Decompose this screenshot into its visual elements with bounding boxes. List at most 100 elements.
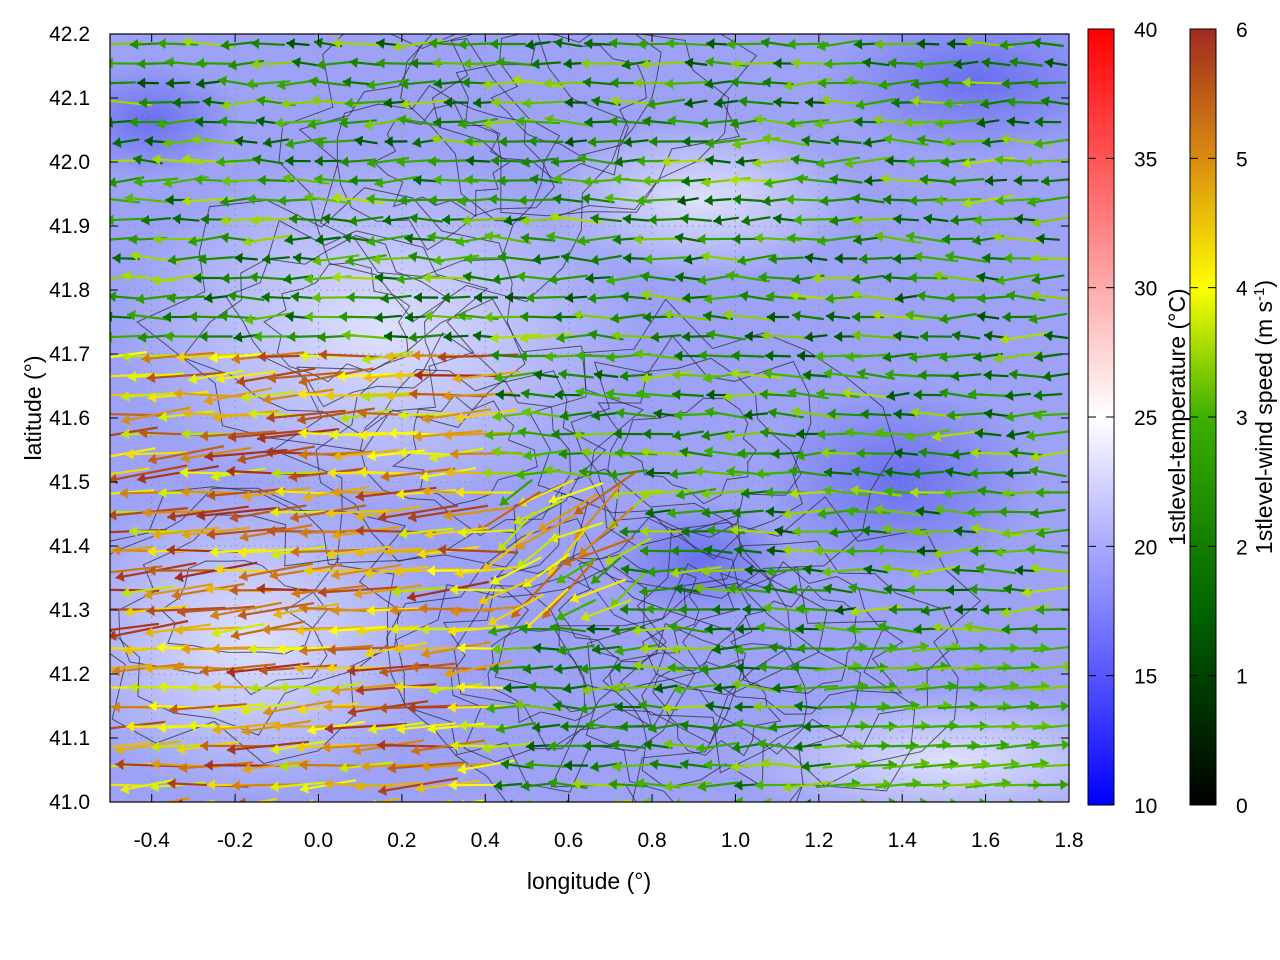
wind-vector-head <box>261 624 270 636</box>
wind-vector-head <box>496 56 505 68</box>
contour-line <box>181 219 489 435</box>
wind-vector-head <box>845 505 855 517</box>
wind-vector-head <box>768 253 777 265</box>
wind-vector-head <box>995 195 1004 207</box>
wind-vector <box>353 584 423 596</box>
wind-vector-head <box>753 114 763 126</box>
wind-vector-head <box>548 777 558 789</box>
wind-vector-head <box>848 582 858 594</box>
wind-vector <box>169 703 247 711</box>
wind-vector-head <box>424 310 433 322</box>
wind-vector-head <box>782 508 792 520</box>
wind-vector-head <box>1023 156 1032 168</box>
wind-vector-head <box>121 428 130 440</box>
wind-vector-head <box>1036 233 1045 245</box>
wind-vector-head <box>428 37 438 49</box>
wind-vector-head <box>823 583 833 595</box>
wind-vector-head <box>1030 563 1039 575</box>
wind-vector-head <box>473 97 482 109</box>
wind-vector-head <box>581 446 590 458</box>
wind-vector <box>329 625 387 633</box>
wind-vector-head <box>668 621 678 633</box>
contour-line <box>729 584 858 694</box>
wind-vector <box>305 804 367 805</box>
wind-vector-head <box>448 779 457 791</box>
wind-vector-head <box>1061 739 1069 751</box>
wind-vector-head <box>165 77 175 89</box>
wind-vector <box>993 351 1043 361</box>
wind-vector-head <box>408 251 418 263</box>
wind-vector-head <box>962 77 971 88</box>
wind-vector-head <box>587 292 597 304</box>
wind-vector-head <box>732 679 741 691</box>
wind-vector-head <box>458 720 467 732</box>
wind-vector-head <box>675 271 684 283</box>
wind-vector-head <box>209 546 218 558</box>
wind-vector-head <box>344 97 353 109</box>
wind-vector <box>215 370 277 381</box>
wind-vector-head <box>181 528 191 540</box>
wind-vector-head <box>231 353 241 365</box>
wind-vector-head <box>789 488 798 499</box>
wind-vector-head <box>581 58 590 69</box>
wind-vector-head <box>791 662 800 673</box>
wind-vector-head <box>680 720 689 731</box>
wind-vector-head <box>643 253 653 265</box>
wind-vector-head <box>732 194 742 205</box>
wind-vector-head <box>312 255 322 267</box>
wind-vector <box>610 804 662 805</box>
wind-vector-head <box>385 390 394 402</box>
wind-vector <box>490 556 542 585</box>
wind-vector-head <box>804 96 814 108</box>
wind-vector-head <box>614 447 623 459</box>
wind-vector-head <box>525 39 535 51</box>
wind-vector-head <box>983 369 992 381</box>
wind-vector-head <box>157 38 166 50</box>
wind-vector-head <box>773 96 782 108</box>
wind-vector-head <box>396 723 405 735</box>
wind-vector-head <box>706 524 716 536</box>
wind-vector-head <box>1027 196 1036 208</box>
wind-vector-head <box>674 232 684 244</box>
wind-vector <box>663 312 713 322</box>
wind-vector-head <box>520 215 530 227</box>
wind-vector <box>196 506 280 518</box>
wind-vector-head <box>490 349 500 361</box>
wind-vector-head <box>532 253 542 265</box>
wind-vector-head <box>376 38 385 49</box>
wind-vector-head <box>299 783 309 794</box>
wind-vector-head <box>639 585 648 597</box>
wind-vector-head <box>914 251 923 263</box>
wind-vector-head <box>358 407 367 419</box>
wind-vector-head <box>218 115 228 127</box>
wind-vector-head <box>730 368 739 380</box>
wind-vector-head <box>315 136 324 148</box>
wind-vector-head <box>206 528 216 540</box>
wind-vector-head <box>485 429 494 441</box>
wind-vector-head <box>771 448 780 460</box>
wind-vector-head <box>1033 409 1042 421</box>
wind-vector <box>880 177 932 184</box>
wind-vector-head <box>262 253 271 265</box>
wind-vector-head <box>579 703 588 715</box>
wind-vector <box>881 684 931 691</box>
wind-vector-head <box>270 506 279 518</box>
wind-vector-head <box>444 467 453 478</box>
wind-vector-head <box>285 311 294 323</box>
wind-vector-head <box>135 293 145 305</box>
wind-vector-head <box>489 332 499 344</box>
wind-vector-head <box>842 387 851 399</box>
wind-vector-head <box>532 721 541 733</box>
wind-vector <box>354 505 422 519</box>
wind-vector-head <box>712 604 721 616</box>
wind-vector-head <box>633 77 642 89</box>
contour-line <box>585 582 862 802</box>
wind-vector-head <box>935 118 944 130</box>
wind-vector <box>210 702 266 712</box>
wind-vector-head <box>361 353 371 365</box>
wind-vector-head <box>397 114 407 126</box>
wind-vector-head <box>815 351 824 362</box>
wind-vector-head <box>134 176 143 188</box>
wind-vector <box>203 387 273 403</box>
